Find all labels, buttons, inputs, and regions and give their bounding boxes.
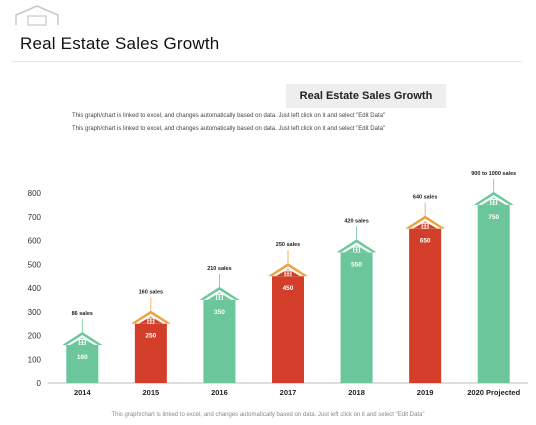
bar-value-label: 650 [420, 238, 431, 245]
bar-annotation: 210 sales [207, 266, 231, 272]
x-tick-label: 2016 [211, 388, 228, 397]
house-icon [336, 239, 377, 253]
x-tick-label: 2019 [417, 388, 434, 397]
bar-value-label: 350 [214, 309, 225, 316]
bar-value-label: 250 [145, 333, 156, 340]
bar-annotation: 420 sales [344, 218, 368, 224]
bar [477, 204, 510, 383]
y-tick-label: 800 [28, 189, 42, 198]
bar-annotation: 250 sales [276, 242, 300, 248]
house-icon [268, 263, 308, 277]
bar [203, 299, 236, 383]
x-tick-label: 2015 [143, 388, 160, 397]
bar-value-label: 450 [283, 285, 294, 292]
bar-value-label: 160 [77, 354, 88, 361]
bar [66, 345, 99, 383]
page-title: Real Estate Sales Growth [20, 34, 220, 53]
bar [272, 276, 304, 383]
chart-note-2: This graph/chart is linked to excel, and… [72, 126, 386, 132]
house-icon [199, 286, 240, 300]
bar [340, 252, 373, 383]
house-icon [62, 332, 103, 345]
y-tick-label: 200 [28, 332, 42, 341]
house-icon [473, 191, 514, 205]
y-tick-label: 400 [28, 284, 42, 293]
x-tick-label: 2020 Projected [467, 388, 520, 397]
house-icon [405, 215, 446, 229]
x-tick-label: 2018 [348, 388, 365, 397]
bar [134, 323, 167, 383]
bar [409, 228, 442, 383]
y-tick-label: 700 [28, 213, 42, 222]
bar-annotation: 160 sales [139, 290, 163, 296]
bar-annotation: 86 sales [72, 311, 93, 317]
bar-annotation: 640 sales [413, 195, 437, 201]
y-tick-label: 600 [28, 237, 42, 246]
sales-bar-chart: 0 100 200 300 400 500 600 700 800 86 sales 160 2014… [28, 171, 528, 397]
x-tick-label: 2014 [74, 388, 92, 397]
bar-value-label: 750 [488, 214, 499, 221]
house-outline-icon [15, 5, 59, 26]
x-tick-label: 2017 [280, 388, 297, 397]
bar-value-label: 550 [351, 261, 362, 268]
y-tick-label: 0 [37, 379, 42, 388]
y-tick-label: 500 [28, 260, 42, 269]
chart-note-1: This graph/chart is linked to excel, and… [72, 113, 386, 119]
chart-title: Real Estate Sales Growth [286, 84, 446, 108]
title-divider [12, 61, 522, 62]
bar-annotation: 900 to 1000 sales [471, 171, 516, 177]
y-tick-label: 100 [28, 355, 42, 364]
y-tick-label: 300 [28, 308, 42, 317]
house-icon [130, 310, 171, 324]
footer-note: This graph/chart is linked to excel, and… [111, 412, 425, 418]
